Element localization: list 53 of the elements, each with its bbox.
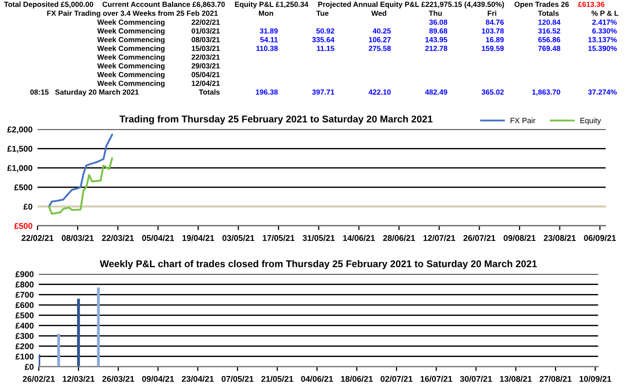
x-tick-label: 09/08/21	[504, 234, 536, 242]
y-tick-label: £400	[15, 322, 34, 329]
bar	[77, 298, 80, 367]
y-tick-label: £0	[23, 204, 32, 210]
x-tick-label: 26/07/21	[463, 234, 496, 242]
x-tick-label: 18/06/21	[341, 376, 373, 382]
y-tick-label: £700	[15, 292, 34, 298]
y-tick-label: £500	[15, 312, 34, 318]
y-tick-label: £200	[15, 343, 34, 350]
x-tick-label: 02/07/21	[380, 376, 413, 382]
x-tick-label: 06/09/21	[584, 234, 616, 242]
x-tick-label: 09/04/21	[142, 376, 174, 382]
y-tick-label: £500	[14, 223, 32, 229]
y-tick-label: £1,500	[7, 146, 32, 153]
y-tick-label: £2,000	[7, 126, 32, 134]
line-series	[48, 157, 114, 215]
x-tick-label: 12/07/21	[424, 234, 456, 242]
x-tick-label: 23/04/21	[182, 376, 214, 382]
y-tick-label: £800	[15, 282, 34, 288]
x-tick-label: 16/07/21	[420, 376, 452, 382]
line-series	[48, 134, 114, 208]
x-tick-label: 26/02/21	[22, 376, 55, 382]
y-tick-label: £500	[14, 184, 32, 190]
y-tick-label: £900	[15, 271, 34, 278]
x-tick-label: 14/06/21	[343, 234, 375, 242]
x-tick-label: 10/09/21	[580, 376, 612, 382]
chart-title: Weekly P&L chart of trades closed from Thursday 25 February 2021 to Saturday 20 March 2021	[100, 260, 537, 270]
x-tick-label: 23/08/21	[544, 234, 576, 242]
x-tick-label: 13/08/21	[500, 376, 532, 382]
bar	[96, 287, 100, 367]
x-tick-label: 04/06/21	[301, 376, 334, 382]
x-tick-label: 31/05/21	[302, 234, 335, 242]
y-tick-label: £100	[15, 354, 34, 360]
x-tick-label: 22/03/21	[102, 234, 134, 242]
x-tick-label: 27/08/21	[540, 376, 572, 382]
x-tick-label: 05/04/21	[142, 234, 174, 242]
chart-title: Trading from Thursday 25 February 2021 to Saturday 20 March 2021	[120, 115, 433, 124]
y-tick-label: £600	[15, 302, 34, 308]
y-tick-label: £300	[15, 333, 34, 339]
x-tick-label: 21/05/21	[261, 376, 294, 382]
x-tick-label: 19/04/21	[182, 234, 214, 242]
bar	[57, 334, 60, 367]
x-tick-label: 08/03/21	[62, 234, 94, 242]
x-tick-label: 30/07/21	[460, 376, 492, 382]
x-tick-label: 28/06/21	[383, 234, 416, 242]
x-tick-label: 03/05/21	[222, 234, 254, 242]
x-tick-label: 26/03/21	[102, 376, 134, 382]
x-tick-label: 22/02/21	[22, 234, 54, 242]
y-tick-label: £0	[24, 364, 34, 370]
y-tick-label: £1,000	[7, 165, 32, 172]
x-tick-label: 12/03/21	[62, 376, 94, 382]
x-tick-label: 07/05/21	[222, 376, 254, 382]
x-tick-label: 17/05/21	[262, 234, 295, 242]
